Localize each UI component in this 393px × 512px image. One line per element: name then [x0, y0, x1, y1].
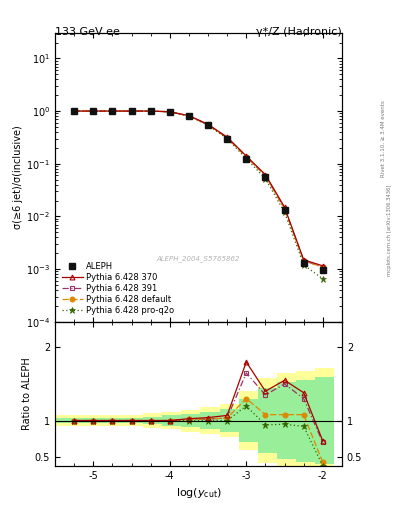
Pythia 6.428 pro-q2o [91, 108, 95, 114]
Line: Pythia 6.428 default: Pythia 6.428 default [72, 109, 325, 270]
ALEPH [206, 122, 210, 128]
Pythia 6.428 391 [187, 113, 191, 119]
Pythia 6.428 default [320, 264, 325, 270]
Line: ALEPH: ALEPH [72, 108, 325, 273]
Pythia 6.428 pro-q2o [129, 108, 134, 114]
Pythia 6.428 370 [206, 121, 210, 127]
Y-axis label: Ratio to ALEPH: Ratio to ALEPH [22, 357, 32, 430]
Line: Pythia 6.428 pro-q2o: Pythia 6.428 pro-q2o [71, 108, 326, 282]
Pythia 6.428 default [206, 122, 210, 128]
Pythia 6.428 391 [167, 109, 172, 115]
ALEPH [129, 108, 134, 114]
Pythia 6.428 391 [301, 258, 306, 264]
Y-axis label: σ(≥6 jet)/σ(inclusive): σ(≥6 jet)/σ(inclusive) [13, 125, 23, 229]
Pythia 6.428 370 [244, 153, 249, 159]
Pythia 6.428 default [72, 108, 77, 114]
Pythia 6.428 pro-q2o [225, 136, 230, 142]
Pythia 6.428 pro-q2o [72, 108, 77, 114]
Pythia 6.428 pro-q2o [187, 113, 191, 119]
Pythia 6.428 default [187, 113, 191, 119]
Pythia 6.428 pro-q2o [206, 122, 210, 128]
ALEPH [187, 113, 191, 119]
Text: γ*/Z (Hadronic): γ*/Z (Hadronic) [256, 27, 342, 37]
Pythia 6.428 default [263, 173, 268, 179]
Pythia 6.428 default [129, 108, 134, 114]
Pythia 6.428 370 [320, 263, 325, 269]
Pythia 6.428 pro-q2o [244, 156, 249, 162]
Pythia 6.428 370 [72, 108, 77, 114]
Pythia 6.428 391 [244, 154, 249, 160]
Pythia 6.428 default [148, 108, 153, 114]
ALEPH [91, 108, 95, 114]
Pythia 6.428 391 [110, 108, 115, 114]
Pythia 6.428 default [225, 135, 230, 141]
Line: Pythia 6.428 370: Pythia 6.428 370 [72, 109, 325, 268]
ALEPH [301, 260, 306, 266]
Pythia 6.428 391 [320, 264, 325, 270]
Pythia 6.428 391 [282, 206, 287, 212]
Pythia 6.428 370 [148, 108, 153, 114]
Pythia 6.428 default [301, 258, 306, 264]
Pythia 6.428 391 [72, 108, 77, 114]
Pythia 6.428 370 [263, 172, 268, 178]
Pythia 6.428 391 [148, 108, 153, 114]
Pythia 6.428 pro-q2o [282, 209, 287, 215]
ALEPH [148, 108, 153, 114]
Pythia 6.428 default [167, 109, 172, 115]
Text: mcplots.cern.ch [arXiv:1306.3436]: mcplots.cern.ch [arXiv:1306.3436] [387, 185, 391, 276]
Pythia 6.428 pro-q2o [301, 262, 306, 268]
Text: ALEPH_2004_S5765862: ALEPH_2004_S5765862 [157, 255, 240, 262]
ALEPH [72, 108, 77, 114]
Pythia 6.428 default [244, 154, 249, 160]
Pythia 6.428 pro-q2o [320, 276, 325, 282]
ALEPH [225, 136, 230, 142]
Text: Rivet 3.1.10, ≥ 3.4M events: Rivet 3.1.10, ≥ 3.4M events [381, 100, 386, 177]
Pythia 6.428 370 [91, 108, 95, 114]
Legend: ALEPH, Pythia 6.428 370, Pythia 6.428 391, Pythia 6.428 default, Pythia 6.428 pr: ALEPH, Pythia 6.428 370, Pythia 6.428 39… [59, 259, 176, 317]
Pythia 6.428 391 [129, 108, 134, 114]
Text: 133 GeV ee: 133 GeV ee [55, 27, 120, 37]
Pythia 6.428 pro-q2o [263, 176, 268, 182]
Pythia 6.428 pro-q2o [167, 109, 172, 115]
Pythia 6.428 pro-q2o [110, 108, 115, 114]
Pythia 6.428 370 [167, 109, 172, 115]
Pythia 6.428 391 [263, 173, 268, 179]
Pythia 6.428 pro-q2o [148, 108, 153, 114]
Pythia 6.428 391 [206, 122, 210, 128]
Pythia 6.428 370 [282, 204, 287, 210]
ALEPH [244, 156, 249, 162]
Pythia 6.428 default [282, 206, 287, 212]
ALEPH [110, 108, 115, 114]
ALEPH [167, 109, 172, 115]
Pythia 6.428 370 [301, 257, 306, 263]
Pythia 6.428 391 [225, 135, 230, 141]
Pythia 6.428 370 [110, 108, 115, 114]
ALEPH [320, 267, 325, 273]
X-axis label: log($y_{\rm cut}$): log($y_{\rm cut}$) [176, 486, 221, 500]
ALEPH [263, 174, 268, 180]
Pythia 6.428 default [91, 108, 95, 114]
Pythia 6.428 370 [225, 134, 230, 140]
Pythia 6.428 391 [91, 108, 95, 114]
ALEPH [282, 207, 287, 214]
Pythia 6.428 370 [187, 113, 191, 119]
Pythia 6.428 370 [129, 108, 134, 114]
Pythia 6.428 default [110, 108, 115, 114]
Line: Pythia 6.428 391: Pythia 6.428 391 [72, 109, 325, 270]
